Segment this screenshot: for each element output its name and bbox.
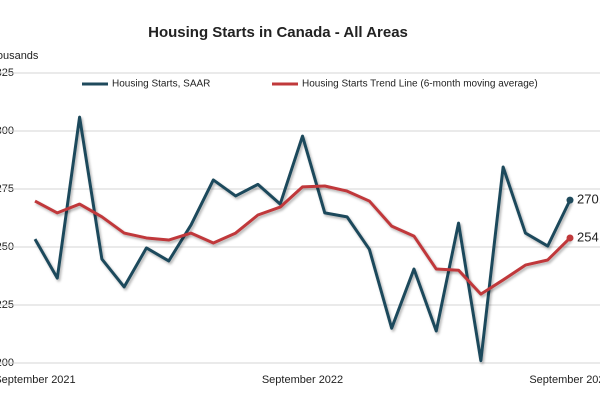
x-tick-label: September 2023: [529, 374, 600, 386]
end-marker: [566, 196, 574, 204]
x-tick-label: September 2022: [262, 374, 343, 386]
y-axis-label: Thousands: [0, 50, 39, 62]
chart-title: Housing Starts in Canada - All Areas: [148, 24, 408, 41]
end-label: 254: [577, 229, 599, 244]
series-line: [33, 115, 572, 363]
legend-label: Housing Starts, SAAR: [112, 79, 210, 90]
series-line: [34, 184, 572, 296]
end-marker: [566, 234, 574, 242]
end-label: 270.2: [577, 192, 600, 207]
x-tick-label: September 2021: [0, 374, 76, 386]
legend-label: Housing Starts Trend Line (6-month movin…: [302, 79, 538, 90]
